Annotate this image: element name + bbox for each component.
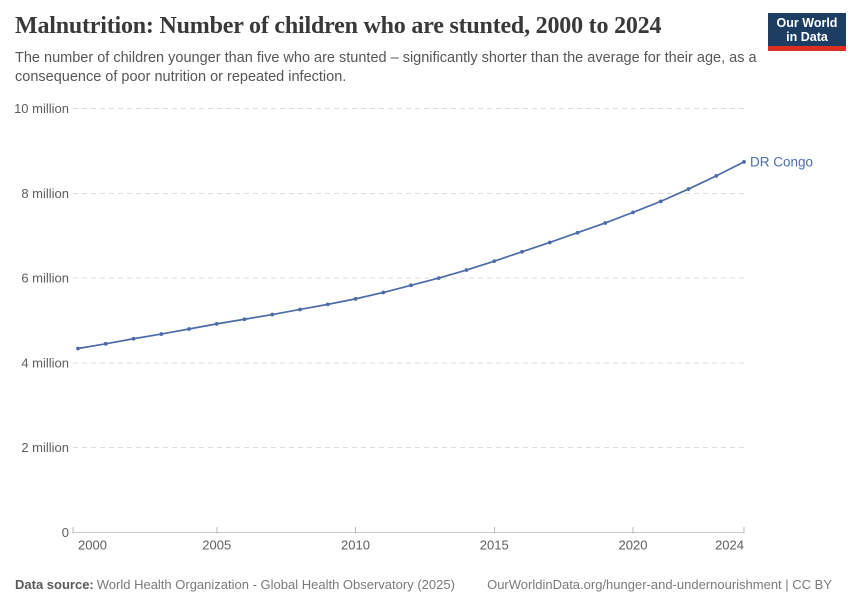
x-tick-label: 2024	[715, 538, 744, 553]
data-point	[464, 268, 469, 272]
y-tick-label: 8 million	[21, 186, 69, 201]
data-source[interactable]: Data source: World Health Organization - …	[15, 577, 455, 592]
data-source-label: Data source:	[15, 577, 94, 592]
data-point	[436, 276, 441, 280]
owid-logo[interactable]: Our World in Data	[768, 13, 846, 51]
data-point	[631, 210, 635, 215]
data-point	[214, 321, 219, 326]
footer-link[interactable]: OurWorldinData.org/hunger-and-undernouri…	[487, 577, 832, 592]
data-point	[492, 259, 497, 264]
data-point	[242, 317, 247, 322]
x-tick-label: 2010	[341, 538, 370, 553]
chart-subtitle: The number of children younger than five…	[15, 50, 757, 85]
data-point	[575, 230, 580, 235]
data-point	[520, 249, 524, 254]
data-point	[298, 307, 302, 312]
x-tick-label: 2005	[202, 538, 231, 553]
data-point	[353, 296, 358, 301]
owid-logo-line2: in Data	[786, 30, 828, 44]
y-tick-label: 0	[62, 525, 69, 540]
data-point	[103, 341, 108, 346]
x-tick-label: 2000	[78, 538, 107, 553]
data-point	[187, 327, 191, 331]
series-end-label[interactable]: DR Congo	[750, 154, 813, 169]
data-point	[409, 283, 413, 288]
y-tick-label: 2 million	[21, 440, 69, 455]
data-point	[325, 302, 330, 307]
chart-title: Malnutrition: Number of children who are…	[15, 13, 662, 39]
data-point	[603, 221, 608, 225]
series-line[interactable]	[77, 161, 745, 350]
x-tick-label: 2020	[619, 538, 648, 553]
data-source-text: World Health Organization - Global Healt…	[96, 577, 455, 592]
data-point	[270, 312, 275, 317]
data-point	[131, 336, 136, 341]
chart-footer: Data source: World Health Organization - …	[15, 577, 832, 592]
y-tick-label: 6 million	[21, 271, 69, 286]
data-point	[76, 346, 80, 351]
y-tick-label: 4 million	[21, 355, 69, 370]
data-point	[742, 160, 746, 164]
x-tick-label: 2015	[480, 538, 509, 553]
data-point	[159, 332, 164, 336]
data-point	[686, 187, 691, 191]
owid-logo-line1: Our World	[776, 16, 838, 30]
data-point	[658, 199, 663, 204]
data-point	[547, 240, 552, 245]
data-point	[714, 174, 719, 178]
y-tick-label: 10 million	[14, 101, 69, 116]
data-point	[381, 290, 386, 295]
